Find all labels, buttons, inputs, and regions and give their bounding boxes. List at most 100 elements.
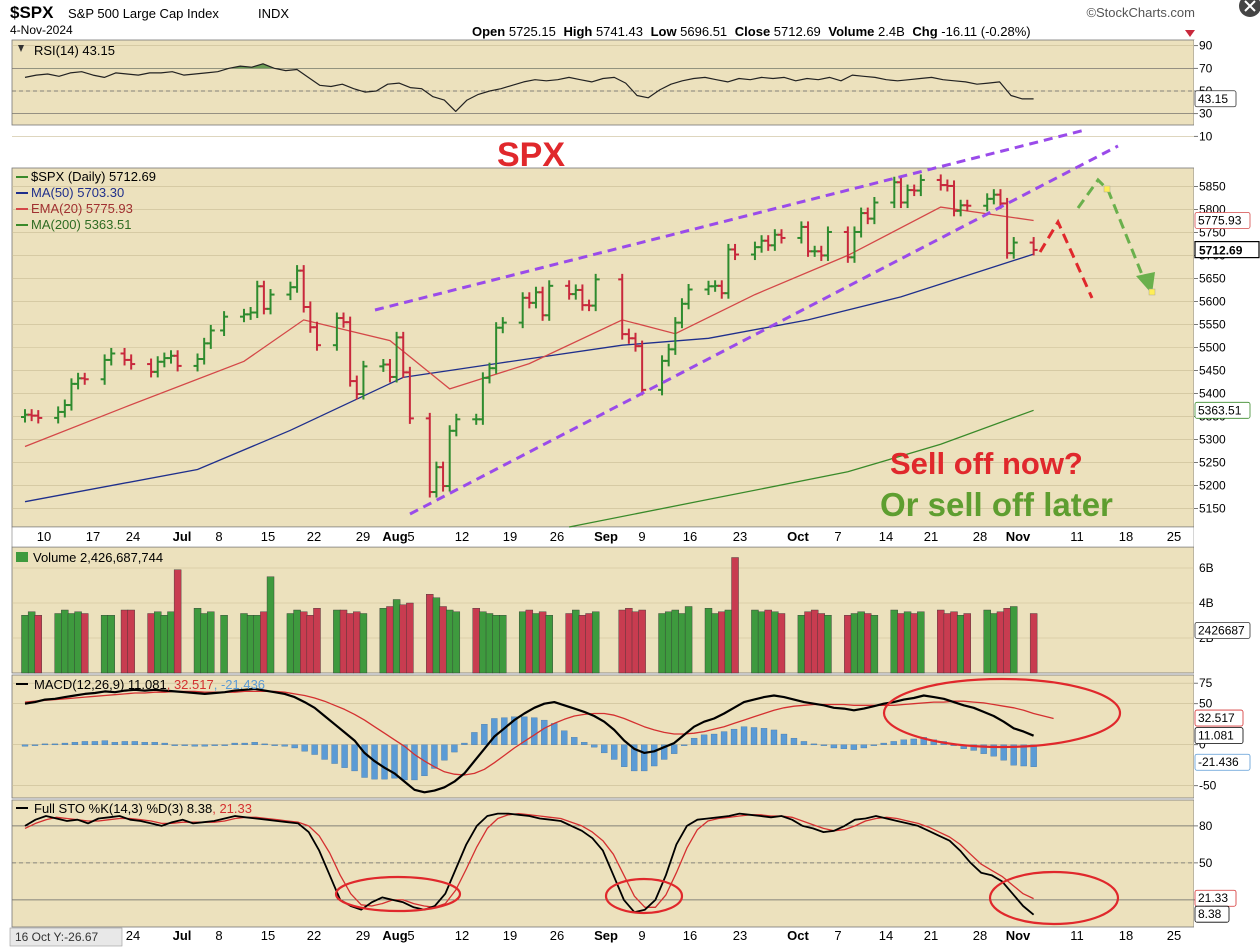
- x-axis-label: 21: [924, 529, 938, 544]
- ohlc-readout: Open 5725.15 High 5741.43 Low 5696.51 Cl…: [472, 24, 1195, 39]
- volume-bar: [824, 615, 832, 674]
- ohlc-bar: [173, 350, 182, 372]
- volume-bar: [572, 609, 580, 674]
- volume-bar: [300, 611, 308, 674]
- volume-bar: [545, 615, 553, 674]
- volume-last-value: 2426687: [1198, 623, 1245, 637]
- volume-bar: [890, 609, 898, 674]
- close-icon[interactable]: [1239, 0, 1260, 17]
- sto-k-last-value: 8.38: [1198, 907, 1222, 921]
- sell-off-now-annotation: Sell off now?: [890, 446, 1083, 481]
- volume-bar: [1010, 606, 1018, 674]
- macd-histogram-bar: [211, 744, 218, 746]
- volume-bar: [704, 608, 713, 674]
- upper-trendline: [374, 128, 1086, 312]
- x-axis-label: 8: [215, 529, 222, 544]
- sto-title: Full STO %K(14,3) %D(3) 8.38, 21.33: [34, 801, 252, 816]
- high-label: High: [560, 24, 596, 39]
- macd-line: [24, 687, 1035, 794]
- macd-histogram-bar: [551, 723, 558, 745]
- volume-bar: [731, 557, 739, 674]
- sto-nov-circle: [988, 870, 1120, 926]
- x-axis-label-bottom: 24: [126, 928, 140, 943]
- macd-title-part: , 32.517: [167, 677, 214, 692]
- ohlc-bar: [591, 273, 600, 312]
- sto-k-line: [24, 812, 1035, 916]
- x-axis-label-bottom: 7: [834, 928, 841, 943]
- ohlc-bar: [963, 199, 972, 212]
- volume-bar: [1029, 613, 1038, 674]
- volume-bar: [107, 615, 115, 674]
- volume-bar: [857, 611, 865, 674]
- symbol-label: $SPX: [10, 3, 54, 22]
- projection-marker: [1103, 185, 1111, 193]
- chart-content: 101017172424JulJul88151522222929AugAug55…: [12, 39, 1260, 943]
- volume-bar: [485, 613, 494, 674]
- x-axis-label: 23: [733, 529, 747, 544]
- legend-item: MA(50) 5703.30: [31, 185, 124, 200]
- macd-histogram-bar: [750, 727, 758, 745]
- macd-title: MACD(12,26,9) 11.081, 32.517, -21.436: [34, 677, 265, 692]
- macd-histogram-bar: [471, 732, 478, 745]
- x-axis-label: 12: [455, 529, 469, 544]
- macd-histogram-bar: [700, 734, 708, 745]
- macd-histogram-bar: [770, 729, 778, 745]
- macd-histogram-bar: [571, 737, 578, 745]
- volume-bar: [472, 608, 480, 674]
- y-tick-label: 4B: [1199, 596, 1214, 610]
- y-tick-label: 5150: [1199, 502, 1226, 516]
- volume-bar: [392, 599, 401, 674]
- macd-histogram-bar: [31, 744, 39, 746]
- legend-item: EMA(20) 5775.93: [31, 201, 133, 216]
- chart-panels: [11, 39, 1260, 930]
- volume-bar: [54, 613, 62, 674]
- volume-bar: [452, 611, 461, 674]
- x-axis-label: 9: [638, 529, 645, 544]
- volume-bar: [313, 608, 321, 674]
- close-value: 5712.69: [774, 24, 821, 39]
- ohlc-bar: [266, 289, 275, 315]
- volume-bar: [850, 613, 859, 674]
- macd-histogram-bar: [431, 744, 438, 769]
- macd-last-value: 11.081: [1198, 729, 1234, 743]
- volume-bar: [479, 611, 487, 674]
- ohlc-text: Open 5725.15 High 5741.43 Low 5696.51 Cl…: [472, 24, 1031, 39]
- x-axis-label-bottom: 19: [503, 928, 517, 943]
- y-tick-label: 5400: [1199, 387, 1226, 401]
- macd-histogram-last-value-box: [1194, 753, 1251, 771]
- y-tick-label: 10: [1199, 129, 1213, 143]
- volume-bar: [207, 611, 215, 674]
- volume-bar: [910, 613, 918, 674]
- macd-highlight-circle: [882, 677, 1122, 749]
- volume-bar: [532, 613, 540, 674]
- x-axis-label-bottom: 14: [879, 928, 893, 943]
- macd-histogram-bar: [621, 744, 628, 767]
- volume-bar: [154, 611, 162, 674]
- macd-histogram-bar: [301, 744, 308, 752]
- y-tick-label: 5450: [1199, 364, 1226, 378]
- macd-histogram-bar: [451, 744, 458, 753]
- y-tick-label: 70: [1199, 61, 1213, 75]
- macd-histogram-bar: [980, 744, 987, 754]
- red-projection-path: [1038, 218, 1094, 299]
- macd-histogram-bar: [910, 738, 917, 745]
- volume-bar: [591, 611, 600, 674]
- macd-histogram-bar: [860, 744, 868, 749]
- macd-signal-last-value-box: [1194, 709, 1244, 727]
- macd-histogram-bar: [651, 744, 658, 767]
- volume-bar: [167, 611, 175, 674]
- ema20-last-value-box: [1194, 212, 1251, 229]
- macd-histogram-bar: [581, 742, 588, 745]
- macd-histogram-bar: [611, 744, 618, 760]
- y-tick-label: 50: [1199, 697, 1213, 711]
- ohlc-bar: [405, 366, 414, 424]
- index-name: S&P 500 Large Cap Index: [68, 6, 219, 21]
- x-axis-label-bottom: 18: [1119, 928, 1133, 943]
- volume-bar: [638, 609, 646, 674]
- y-tick-label: 80: [1199, 819, 1213, 833]
- sto-panel: [11, 799, 1195, 928]
- macd-histogram-bar: [261, 743, 268, 746]
- macd-histogram-bar: [820, 744, 828, 746]
- y-tick-label: 5500: [1199, 341, 1226, 355]
- ohlc-bar: [206, 324, 215, 349]
